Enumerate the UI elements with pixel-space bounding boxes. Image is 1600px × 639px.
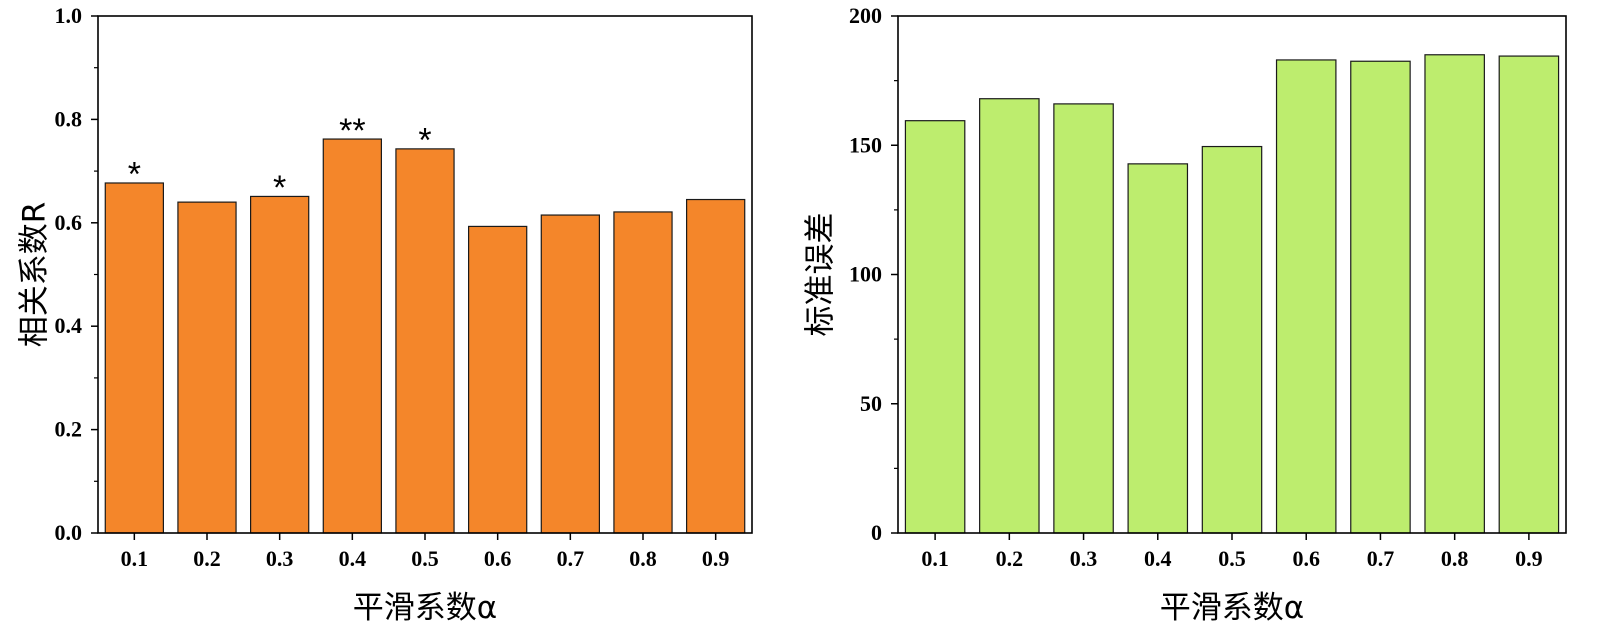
bar-0.4 <box>322 138 382 534</box>
significance-label: * <box>418 122 431 160</box>
bar-0.2 <box>177 201 237 534</box>
bar-0.9 <box>1498 55 1560 534</box>
bar-0.1 <box>104 182 164 534</box>
x-tick-label: 0.2 <box>996 546 1024 571</box>
significance-label: * <box>128 156 141 194</box>
x-tick-label: 0.3 <box>266 546 294 571</box>
x-tick-label: 0.7 <box>557 546 585 571</box>
x-tick-label: 0.7 <box>1367 546 1395 571</box>
x-tick-label: 0.1 <box>921 546 949 571</box>
x-tick-label: 0.4 <box>339 546 367 571</box>
bar-0.5 <box>395 148 455 534</box>
chart-correlation: * 0.1 0.2 * 0.3 ** 0.4 * 0.5 0.6 0.7 0.8 0.9 0.0 0.2 0.… <box>17 3 753 626</box>
y-tick-label: 0.2 <box>55 417 83 442</box>
plot-frame <box>97 15 753 534</box>
bar-0.6 <box>468 225 528 534</box>
chart-standard-error: 0.1 0.2 0.3 0.4 0.5 0.6 0.7 0.8 0.9 0 50 100 150 200 平… <box>803 3 1567 626</box>
bar-0.6 <box>1275 59 1337 534</box>
y-tick-label: 0.0 <box>55 520 83 545</box>
x-tick-label: 0.5 <box>411 546 439 571</box>
y-axis-title: 标准误差 <box>803 213 839 337</box>
x-tick-label: 0.2 <box>193 546 221 571</box>
y-tick-label: 0.6 <box>55 210 83 235</box>
bar-0.8 <box>1424 54 1485 534</box>
bar-0.5 <box>1201 145 1263 534</box>
significance-label: ** <box>339 112 365 150</box>
plot-frame <box>897 15 1567 534</box>
x-tick-label: 0.5 <box>1218 546 1246 571</box>
y-tick-label: 1.0 <box>55 3 83 28</box>
y-tick-label: 50 <box>860 391 882 416</box>
bar-0.8 <box>613 211 673 534</box>
bar-0.7 <box>540 214 601 534</box>
bar-0.4 <box>1127 163 1189 534</box>
y-tick-label: 0.8 <box>55 106 83 131</box>
x-tick-label: 0.9 <box>702 546 730 571</box>
bar-0.7 <box>1350 60 1411 534</box>
x-tick-label: 0.6 <box>484 546 512 571</box>
x-tick-label: 0.8 <box>629 546 657 571</box>
x-tick-label: 0.1 <box>121 546 149 571</box>
y-tick-label: 150 <box>849 132 882 157</box>
significance-label: * <box>273 169 286 207</box>
x-axis-title: 平滑系数α <box>1160 590 1304 626</box>
y-axis-title: 相关系数R <box>17 202 53 348</box>
bar-0.3 <box>1053 103 1114 534</box>
x-tick-label: 0.9 <box>1515 546 1543 571</box>
bar-0.2 <box>979 98 1040 534</box>
x-tick-label: 0.8 <box>1441 546 1469 571</box>
x-tick-label: 0.6 <box>1292 546 1320 571</box>
x-tick-label: 0.4 <box>1144 546 1172 571</box>
bar-0.3 <box>250 195 310 534</box>
x-tick-label: 0.3 <box>1070 546 1098 571</box>
x-axis-title: 平滑系数α <box>353 590 497 626</box>
bar-0.1 <box>904 120 966 534</box>
bar-0.9 <box>685 198 746 534</box>
y-tick-label: 0 <box>871 520 882 545</box>
y-tick-label: 200 <box>849 3 882 28</box>
y-tick-label: 0.4 <box>55 313 83 338</box>
y-tick-label: 100 <box>849 262 882 287</box>
